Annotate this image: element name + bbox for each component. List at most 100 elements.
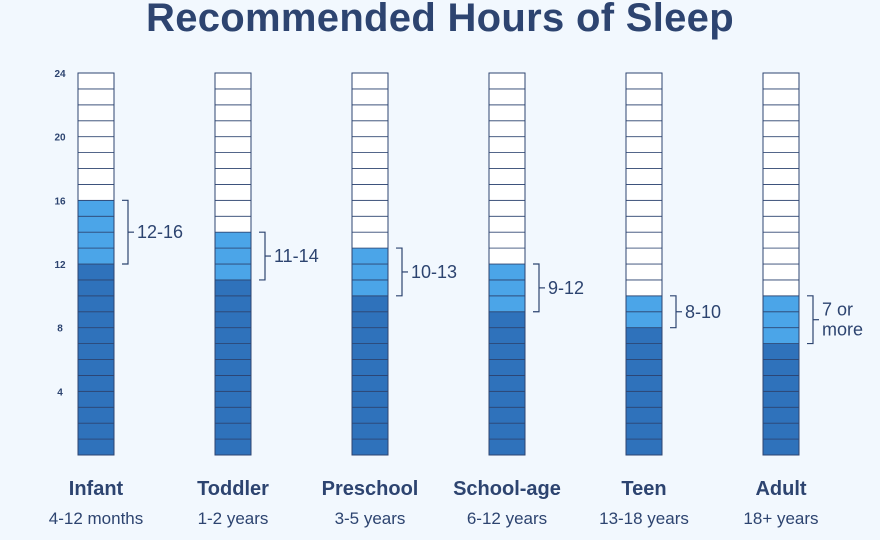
- range-bracket: [807, 295, 814, 345]
- base-hours-cell: [351, 359, 389, 376]
- base-hours-cell: [351, 343, 389, 360]
- base-hours-cell: [214, 422, 252, 440]
- y-tick-label: 4: [57, 387, 63, 398]
- age-range-label: 1-2 years: [198, 509, 269, 528]
- base-hours-cell: [214, 327, 252, 344]
- age-range-label: 6-12 years: [467, 509, 547, 528]
- base-hours-cell: [488, 422, 526, 440]
- base-hours-cell: [762, 406, 800, 424]
- bar-outline: [351, 72, 389, 456]
- age-range-label: 4-12 months: [49, 509, 144, 528]
- empty-cell: [214, 184, 252, 201]
- base-hours-cell: [488, 438, 526, 456]
- range-bracket: [670, 295, 677, 329]
- empty-cell: [762, 104, 800, 122]
- empty-cell: [351, 88, 389, 106]
- base-hours-cell: [351, 295, 389, 313]
- base-hours-cell: [762, 359, 800, 376]
- recommended-hours-cell: [214, 247, 252, 265]
- empty-cell: [625, 279, 663, 297]
- range-label: 7 or: [822, 300, 853, 320]
- base-hours-cell: [625, 390, 663, 408]
- empty-cell: [488, 72, 526, 90]
- empty-cell: [625, 104, 663, 122]
- category-label: Teen: [621, 478, 666, 500]
- empty-cell: [214, 215, 252, 233]
- recommended-hours-cell: [214, 231, 252, 249]
- range-bracket: [396, 247, 403, 297]
- recommended-hours-cell: [351, 263, 389, 281]
- empty-cell: [77, 88, 115, 106]
- bar-outline: [214, 72, 252, 456]
- recommended-hours-cell: [351, 279, 389, 297]
- base-hours-cell: [351, 311, 389, 329]
- base-hours-cell: [77, 375, 115, 392]
- base-hours-cell: [625, 438, 663, 456]
- empty-cell: [625, 263, 663, 281]
- empty-cell: [762, 184, 800, 201]
- recommended-hours-cell: [762, 327, 800, 344]
- empty-cell: [77, 104, 115, 122]
- base-hours-cell: [488, 359, 526, 376]
- empty-cell: [488, 152, 526, 169]
- range-label: 9-12: [548, 278, 584, 298]
- empty-cell: [762, 247, 800, 265]
- recommended-hours-cell: [77, 231, 115, 249]
- empty-cell: [625, 231, 663, 249]
- empty-cell: [762, 168, 800, 185]
- recommended-hours-cell: [625, 311, 663, 329]
- age-range-label: 18+ years: [743, 509, 818, 528]
- recommended-hours-cell: [762, 295, 800, 313]
- empty-cell: [625, 136, 663, 153]
- y-tick-label: 12: [54, 260, 66, 271]
- chart-title: Recommended Hours of Sleep: [146, 0, 734, 40]
- base-hours-cell: [77, 359, 115, 376]
- base-hours-cell: [214, 279, 252, 297]
- y-tick-label: 16: [54, 196, 66, 207]
- base-hours-cell: [488, 311, 526, 329]
- empty-cell: [77, 120, 115, 138]
- range-label: 8-10: [685, 302, 721, 322]
- empty-cell: [214, 199, 252, 217]
- empty-cell: [214, 120, 252, 138]
- category-label: Preschool: [322, 478, 419, 500]
- empty-cell: [488, 215, 526, 233]
- range-bracket: [259, 231, 266, 281]
- empty-cell: [625, 152, 663, 169]
- bar-outline: [77, 72, 115, 456]
- empty-cell: [625, 168, 663, 185]
- empty-cell: [488, 88, 526, 106]
- empty-cell: [625, 247, 663, 265]
- base-hours-cell: [77, 279, 115, 297]
- empty-cell: [488, 120, 526, 138]
- recommended-hours-cell: [351, 247, 389, 265]
- base-hours-cell: [214, 311, 252, 329]
- base-hours-cell: [762, 438, 800, 456]
- empty-cell: [488, 231, 526, 249]
- base-hours-cell: [77, 390, 115, 408]
- empty-cell: [351, 199, 389, 217]
- y-tick-label: 8: [57, 324, 63, 335]
- empty-cell: [488, 104, 526, 122]
- base-hours-cell: [214, 406, 252, 424]
- empty-cell: [351, 104, 389, 122]
- base-hours-cell: [488, 406, 526, 424]
- category-label: Adult: [755, 478, 806, 500]
- empty-cell: [77, 136, 115, 153]
- base-hours-cell: [762, 375, 800, 392]
- recommended-hours-cell: [488, 279, 526, 297]
- empty-cell: [351, 72, 389, 90]
- base-hours-cell: [351, 406, 389, 424]
- base-hours-cell: [625, 359, 663, 376]
- empty-cell: [351, 152, 389, 169]
- base-hours-cell: [77, 327, 115, 344]
- recommended-hours-cell: [488, 263, 526, 281]
- base-hours-cell: [488, 375, 526, 392]
- empty-cell: [625, 215, 663, 233]
- category-label: Toddler: [197, 478, 269, 500]
- bar-outline: [488, 72, 526, 456]
- base-hours-cell: [762, 343, 800, 360]
- base-hours-cell: [214, 295, 252, 313]
- base-hours-cell: [77, 263, 115, 281]
